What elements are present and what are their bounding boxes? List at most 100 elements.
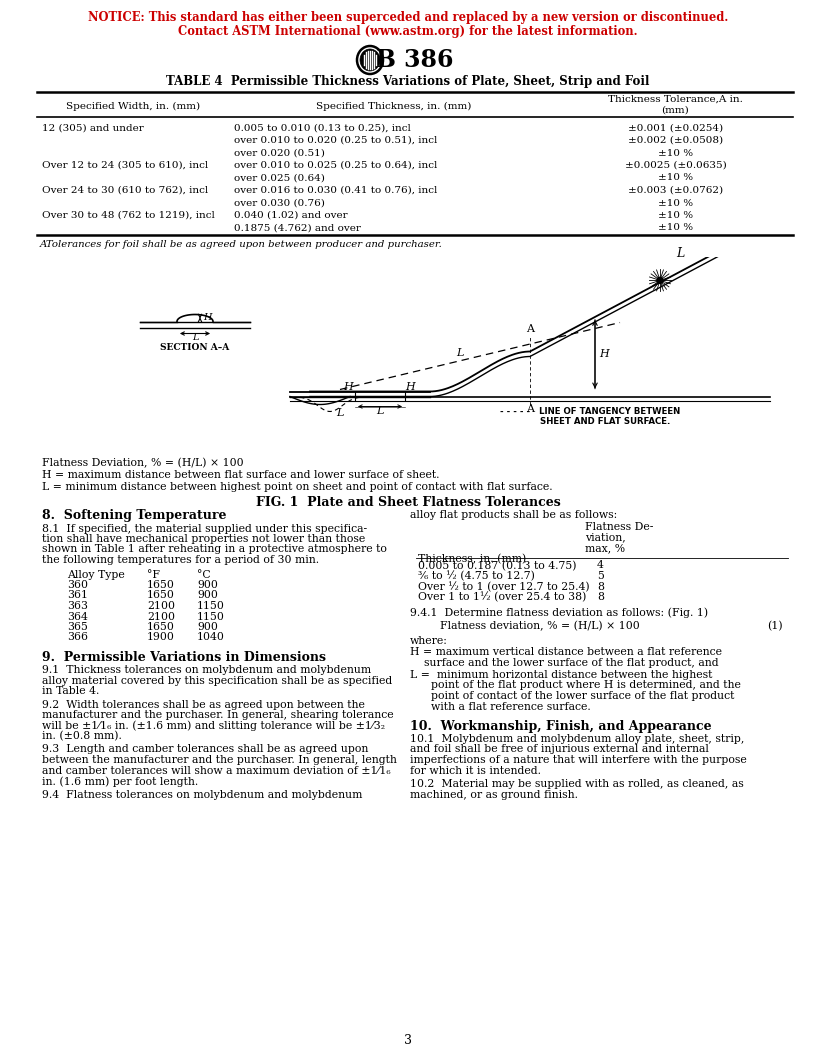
Text: alloy flat products shall be as follows:: alloy flat products shall be as follows: [410, 509, 617, 520]
Text: max, %: max, % [585, 543, 625, 553]
Text: 1650: 1650 [147, 580, 175, 590]
Text: 12 (305) and under: 12 (305) and under [42, 124, 144, 132]
Text: in. (±0.8 mm).: in. (±0.8 mm). [42, 731, 122, 741]
Text: 0.005 to 0.187 (0.13 to 4.75): 0.005 to 0.187 (0.13 to 4.75) [418, 561, 576, 571]
Text: Contact ASTM International (www.astm.org) for the latest information.: Contact ASTM International (www.astm.org… [178, 25, 638, 38]
Text: 9.1  Thickness tolerances on molybdenum and molybdenum: 9.1 Thickness tolerances on molybdenum a… [42, 665, 371, 675]
Text: point of the flat product where H is determined, and the: point of the flat product where H is det… [410, 680, 741, 691]
Text: 10.1  Molybdenum and molybdenum alloy plate, sheet, strip,: 10.1 Molybdenum and molybdenum alloy pla… [410, 734, 744, 744]
Text: (1): (1) [767, 621, 783, 631]
Text: 9.2  Width tolerances shall be as agreed upon between the: 9.2 Width tolerances shall be as agreed … [42, 699, 365, 710]
Text: 360: 360 [67, 580, 88, 590]
Text: Thickness, in. (mm): Thickness, in. (mm) [418, 553, 526, 564]
Text: Over ½ to 1 (over 12.7 to 25.4): Over ½ to 1 (over 12.7 to 25.4) [418, 582, 590, 592]
Text: manufacturer and the purchaser. In general, shearing tolerance: manufacturer and the purchaser. In gener… [42, 710, 393, 720]
Text: ±0.002 (±0.0508): ±0.002 (±0.0508) [628, 136, 723, 145]
Text: SECTION A–A: SECTION A–A [161, 343, 229, 353]
Text: where:: where: [410, 637, 448, 646]
Text: imperfections of a nature that will interfere with the purpose: imperfections of a nature that will inte… [410, 755, 747, 765]
Text: Alloy Type: Alloy Type [67, 569, 125, 580]
Text: 8.1  If specified, the material supplied under this specifica-: 8.1 If specified, the material supplied … [42, 524, 367, 533]
Text: H = maximum vertical distance between a flat reference: H = maximum vertical distance between a … [410, 647, 722, 657]
Text: 8: 8 [597, 582, 604, 591]
Text: with a flat reference surface.: with a flat reference surface. [410, 701, 591, 712]
Text: over 0.010 to 0.025 (0.25 to 0.64), incl: over 0.010 to 0.025 (0.25 to 0.64), incl [234, 161, 437, 170]
Text: TABLE 4  Permissible Thickness Variations of Plate, Sheet, Strip and Foil: TABLE 4 Permissible Thickness Variations… [166, 75, 650, 89]
Text: Over 24 to 30 (610 to 762), incl: Over 24 to 30 (610 to 762), incl [42, 186, 208, 195]
Text: over 0.010 to 0.020 (0.25 to 0.51), incl: over 0.010 to 0.020 (0.25 to 0.51), incl [234, 136, 437, 145]
Text: for which it is intended.: for which it is intended. [410, 766, 541, 775]
Text: over 0.025 (0.64): over 0.025 (0.64) [234, 173, 325, 183]
Text: 361: 361 [67, 590, 88, 601]
Text: L: L [456, 348, 463, 358]
Text: L = minimum distance between highest point on sheet and point of contact with fl: L = minimum distance between highest poi… [42, 482, 552, 491]
Text: 2100: 2100 [147, 611, 175, 622]
Text: in Table 4.: in Table 4. [42, 686, 100, 696]
Text: Flatness Deviation, % = (H/L) × 100: Flatness Deviation, % = (H/L) × 100 [42, 457, 244, 468]
Text: Specified Thickness, in. (mm): Specified Thickness, in. (mm) [316, 101, 471, 111]
Text: 9.  Permissible Variations in Dimensions: 9. Permissible Variations in Dimensions [42, 650, 326, 664]
Text: the following temperatures for a period of 30 min.: the following temperatures for a period … [42, 555, 319, 565]
Text: 1150: 1150 [197, 601, 225, 611]
Text: shown in Table 1 after reheating in a protective atmosphere to: shown in Table 1 after reheating in a pr… [42, 545, 387, 554]
Text: and foil shall be free of injurious external and internal: and foil shall be free of injurious exte… [410, 744, 709, 754]
Text: ±0.003 (±0.0762): ±0.003 (±0.0762) [628, 186, 723, 195]
Text: tion shall have mechanical properties not lower than those: tion shall have mechanical properties no… [42, 534, 366, 544]
Text: Specified Width, in. (mm): Specified Width, in. (mm) [66, 101, 200, 111]
Text: Flatness deviation, % = (H/L) × 100: Flatness deviation, % = (H/L) × 100 [440, 621, 640, 631]
Text: ±10 %: ±10 % [658, 211, 693, 220]
Text: H: H [343, 381, 353, 392]
Text: ±0.0025 (±0.0635): ±0.0025 (±0.0635) [624, 161, 726, 170]
Text: H: H [203, 314, 211, 322]
Text: Over 12 to 24 (305 to 610), incl: Over 12 to 24 (305 to 610), incl [42, 161, 208, 170]
Text: 9.4.1  Determine flatness deviation as follows: (Fig. 1): 9.4.1 Determine flatness deviation as fo… [410, 607, 708, 618]
Text: (mm): (mm) [662, 106, 690, 114]
Circle shape [657, 278, 663, 283]
Text: Flatness De-: Flatness De- [585, 522, 654, 532]
Text: between the manufacturer and the purchaser. In general, length: between the manufacturer and the purchas… [42, 755, 397, 765]
Text: A: A [526, 323, 534, 334]
Text: 900: 900 [197, 590, 218, 601]
Text: point of contact of the lower surface of the flat product: point of contact of the lower surface of… [410, 691, 734, 701]
Text: ±10 %: ±10 % [658, 173, 693, 183]
Text: 0.005 to 0.010 (0.13 to 0.25), incl: 0.005 to 0.010 (0.13 to 0.25), incl [234, 124, 411, 132]
Text: 10.2  Material may be supplied with as rolled, as cleaned, as: 10.2 Material may be supplied with as ro… [410, 779, 743, 789]
Text: Thickness Tolerance,A in.: Thickness Tolerance,A in. [608, 94, 743, 103]
Text: 365: 365 [67, 622, 88, 631]
Text: alloy material covered by this specification shall be as specified: alloy material covered by this specifica… [42, 676, 392, 685]
Text: 364: 364 [67, 611, 88, 622]
Text: H: H [405, 381, 415, 392]
Text: 0.040 (1.02) and over: 0.040 (1.02) and over [234, 211, 348, 220]
Text: FIG. 1  Plate and Sheet Flatness Tolerances: FIG. 1 Plate and Sheet Flatness Toleranc… [255, 495, 561, 509]
Text: 9.3  Length and camber tolerances shall be as agreed upon: 9.3 Length and camber tolerances shall b… [42, 744, 368, 754]
Text: 1650: 1650 [147, 622, 175, 631]
Text: over 0.020 (0.51): over 0.020 (0.51) [234, 149, 325, 157]
Text: H = maximum distance between flat surface and lower surface of sheet.: H = maximum distance between flat surfac… [42, 470, 440, 479]
Text: viation,: viation, [585, 532, 626, 543]
Text: ±0.001 (±0.0254): ±0.001 (±0.0254) [628, 124, 723, 132]
Text: 4: 4 [597, 561, 604, 570]
Text: 1150: 1150 [197, 611, 225, 622]
Text: B 386: B 386 [376, 48, 454, 72]
Text: 900: 900 [197, 622, 218, 631]
Text: 1900: 1900 [147, 633, 175, 642]
Ellipse shape [360, 49, 380, 71]
Text: 9.4  Flatness tolerances on molybdenum and molybdenum: 9.4 Flatness tolerances on molybdenum an… [42, 790, 362, 799]
Text: 1650: 1650 [147, 590, 175, 601]
Text: ±10 %: ±10 % [658, 224, 693, 232]
Text: L: L [192, 334, 198, 342]
Text: surface and the lower surface of the flat product, and: surface and the lower surface of the fla… [410, 658, 719, 667]
Text: H: H [599, 350, 609, 359]
Text: in. (1.6 mm) per foot length.: in. (1.6 mm) per foot length. [42, 776, 198, 787]
Text: L: L [336, 409, 344, 418]
Text: NOTICE: This standard has either been superceded and replaced by a new version o: NOTICE: This standard has either been su… [88, 12, 728, 24]
Text: 366: 366 [67, 633, 88, 642]
Text: will be ±1⁄1₆ in. (±1.6 mm) and slitting tolerance will be ±1⁄3₂: will be ±1⁄1₆ in. (±1.6 mm) and slitting… [42, 720, 385, 731]
Text: ±10 %: ±10 % [658, 199, 693, 207]
Text: L: L [376, 407, 384, 416]
Text: 1040: 1040 [197, 633, 225, 642]
Text: ±10 %: ±10 % [658, 149, 693, 157]
Text: 363: 363 [67, 601, 88, 611]
Text: °F: °F [147, 569, 160, 580]
Text: A: A [526, 404, 534, 415]
